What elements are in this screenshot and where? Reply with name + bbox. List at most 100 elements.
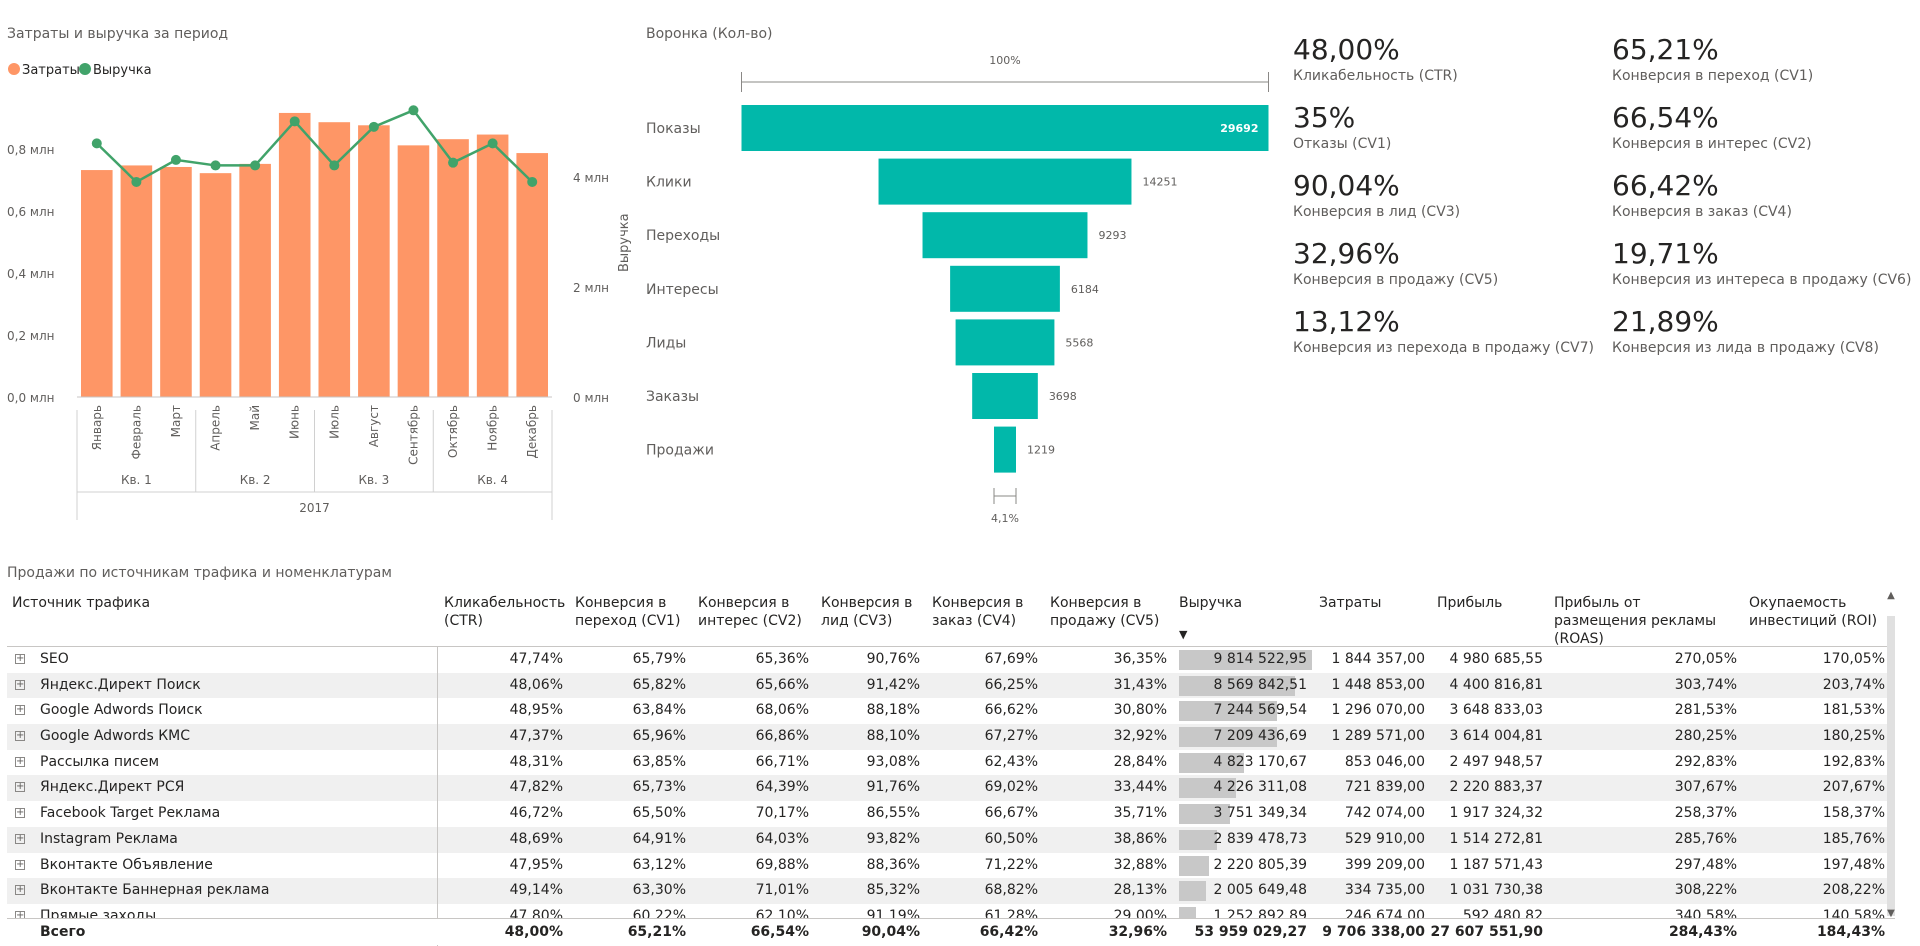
funnel-bar-Заказы	[972, 373, 1038, 419]
table-row[interactable]: + Google Adwords Поиск 48,95% 63,84% 68,06% 8…	[7, 698, 1895, 724]
table-cell: 3 648 833,03	[1449, 702, 1543, 719]
column-header[interactable]: Прибыль от размещения рекламы (ROAS)	[1554, 595, 1717, 647]
kpi-label: Конверсия в лид (CV3)	[1293, 204, 1461, 220]
table-row[interactable]: + Вконтакте Баннерная реклама 49,14% 63,30%…	[7, 878, 1895, 904]
table-cell: 35,71%	[1113, 805, 1167, 822]
total-cell: 184,43%	[1816, 924, 1885, 940]
table-cell: 91,42%	[866, 676, 920, 693]
table-row[interactable]: + Вконтакте Объявление 47,95% 63,12% 69,88% 8…	[7, 853, 1895, 879]
x-tick-label: Февраль	[129, 405, 143, 460]
table-cell: 63,84%	[632, 702, 686, 719]
table-row[interactable]: + Google Adwords КМС 47,37% 65,96% 66,86% 88,…	[7, 724, 1895, 750]
table-cell: 203,74%	[1822, 676, 1885, 693]
table-cell: 334 735,00	[1344, 882, 1425, 899]
x-tick-label: Июнь	[288, 405, 302, 439]
table-cell: 4 226 311,08	[1213, 779, 1307, 796]
expand-icon[interactable]: +	[15, 832, 25, 844]
expand-icon[interactable]: +	[15, 755, 25, 767]
table-cell: 67,27%	[984, 728, 1038, 745]
column-header[interactable]: Кликабельность (CTR)	[444, 595, 566, 629]
bar-Май	[239, 163, 271, 397]
column-header[interactable]: Затраты	[1319, 595, 1382, 611]
table-cell: 4 823 170,67	[1213, 753, 1307, 770]
column-header[interactable]: Конверсия в лид (CV3)	[821, 595, 913, 629]
scroll-down-icon[interactable]: ▼	[1887, 908, 1895, 919]
revenue-point-Август	[368, 121, 379, 132]
table-cell: 90,76%	[866, 651, 920, 667]
year-label: 2017	[299, 501, 330, 515]
column-header[interactable]: Выручка	[1179, 595, 1243, 611]
table-row[interactable]: + SEO 47,74% 65,79% 65,36% 90,76% 67,69% 36,35%…	[7, 647, 1895, 673]
funnel-chart-title: Воронка (Кол-во)	[646, 26, 773, 42]
table-row[interactable]: + Instagram Реклама 48,69% 64,91% 64,03% 93,8…	[7, 826, 1895, 853]
total-cell: 9 706 338,00	[1322, 924, 1425, 940]
column-header[interactable]: Источник трафика	[12, 595, 151, 611]
kpi-label: Конверсия в переход (CV1)	[1612, 68, 1814, 84]
kpi-value: 66,54%	[1612, 101, 1719, 134]
funnel-top-percent: 100%	[989, 54, 1020, 67]
table-cell: 1 031 730,38	[1449, 882, 1543, 899]
table-cell: 280,25%	[1674, 728, 1737, 745]
scroll-up-icon[interactable]: ▲	[1887, 590, 1895, 601]
table-cell: 1 917 324,32	[1449, 805, 1543, 822]
column-header[interactable]: Окупаемость инвестиций (ROI)	[1749, 595, 1878, 629]
y2-tick-label: 4 млн	[573, 171, 609, 185]
table-cell: 66,71%	[755, 753, 809, 770]
table-cell: 62,10%	[755, 907, 809, 920]
expand-icon[interactable]: +	[15, 781, 25, 793]
table-cell: 399 209,00	[1344, 856, 1425, 873]
table-cell: 88,36%	[866, 856, 920, 873]
funnel-category-label: Переходы	[646, 228, 720, 244]
column-header[interactable]: Конверсия в продажу (CV5)	[1050, 595, 1160, 629]
kpi-card: 21,89% Конверсия из лида в продажу (CV8)	[1612, 305, 1920, 357]
column-header[interactable]: Конверсия в интерес (CV2)	[698, 595, 802, 629]
quarter-label: Кв. 4	[477, 473, 508, 487]
table-row[interactable]: + Facebook Target Реклама 46,72% 65,50% 70,1…	[7, 801, 1895, 827]
revenue-point-Май	[250, 160, 261, 171]
table-row[interactable]: + Рассылка писем 48,31% 63,85% 66,71% 93,08% 6…	[7, 750, 1895, 776]
table-cell: 29,00%	[1113, 907, 1167, 920]
expand-icon[interactable]: +	[15, 653, 25, 664]
table-cell: 3 614 004,81	[1449, 728, 1543, 745]
revenue-data-bar	[1179, 778, 1237, 799]
scrollbar-thumb[interactable]	[1887, 616, 1895, 916]
table-cell: 2 220 883,37	[1449, 779, 1543, 796]
table-cell: 85,32%	[866, 882, 920, 899]
expand-icon[interactable]: +	[15, 884, 25, 896]
funnel-category-label: Продажи	[646, 443, 714, 459]
table-row[interactable]: + Прямые заходы 47,80% 60,22% 62,10% 91,19% 61…	[7, 904, 1895, 920]
expand-icon[interactable]: +	[15, 909, 25, 920]
table-cell: 48,95%	[509, 702, 563, 719]
column-header[interactable]: Конверсия в переход (CV1)	[575, 595, 681, 629]
total-cell: 32,96%	[1108, 924, 1167, 940]
table-cell: 32,88%	[1113, 856, 1167, 873]
expand-icon[interactable]: +	[15, 730, 25, 742]
table-cell: 180,25%	[1822, 728, 1885, 745]
table-cell: 307,67%	[1674, 779, 1737, 796]
funnel-value-label: 29692	[1220, 122, 1258, 135]
table-cell: 9 814 522,95	[1213, 651, 1307, 667]
table-cell: 340,58%	[1674, 907, 1737, 920]
source-name: Google Adwords КМС	[40, 728, 190, 745]
table-cell: 48,06%	[509, 676, 563, 693]
expand-icon[interactable]: +	[15, 858, 25, 870]
table-body: + SEO 47,74% 65,79% 65,36% 90,76% 67,69% 36,35%…	[7, 647, 1895, 920]
table-cell: 68,82%	[984, 882, 1038, 899]
expand-icon[interactable]: +	[15, 807, 25, 819]
table-cell: 65,79%	[632, 651, 686, 667]
table-scrollbar[interactable]: ▲ ▼	[1885, 590, 1897, 946]
x-tick-label: Сентябрь	[406, 405, 420, 465]
total-cell: 27 607 551,90	[1430, 924, 1543, 940]
table-row[interactable]: + Яндекс.Директ Поиск 48,06% 65,82% 65,66% 91…	[7, 672, 1895, 699]
table-cell: 65,66%	[755, 676, 809, 693]
expand-icon[interactable]: +	[15, 704, 25, 716]
column-header[interactable]: Прибыль	[1437, 595, 1503, 611]
table-cell: 65,36%	[755, 651, 809, 667]
sort-desc-icon[interactable]: ▼	[1179, 628, 1188, 641]
source-name: Вконтакте Баннерная реклама	[40, 882, 270, 899]
table-cell: 65,50%	[632, 805, 686, 822]
expand-icon[interactable]: +	[15, 678, 25, 690]
table-row[interactable]: + Яндекс.Директ РСЯ 47,82% 65,73% 64,39% 91,7…	[7, 775, 1895, 802]
column-header[interactable]: Конверсия в заказ (CV4)	[932, 595, 1024, 629]
y2-axis-label: Выручка	[617, 213, 632, 272]
